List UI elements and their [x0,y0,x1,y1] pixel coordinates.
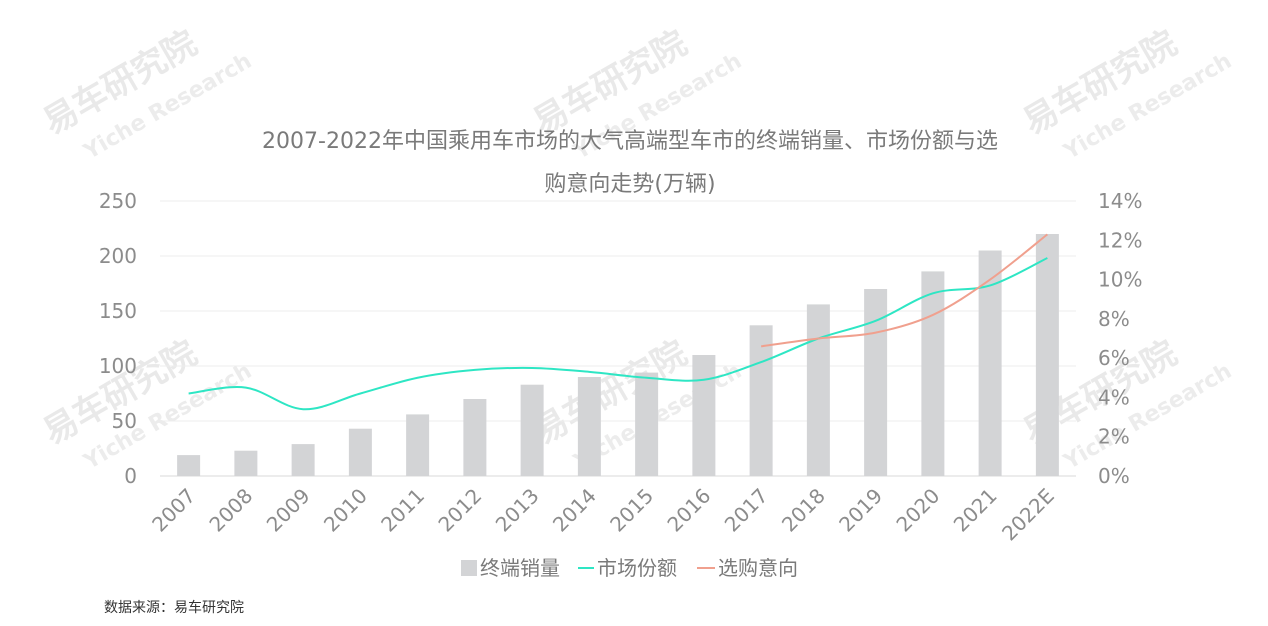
bar [577,377,601,476]
y-right-tick-label: 4% [1098,385,1130,409]
chart-title-line2: 购意向走势(万辆) [544,172,715,197]
line-选购意向 [760,233,1048,348]
bar [406,414,430,476]
x-tick-label: 2020 [891,484,944,537]
x-tick-label: 2011 [376,484,429,537]
bar [749,325,773,476]
line-市场份额 [188,257,1048,411]
line-series [188,233,1048,411]
bar-series [177,234,1059,476]
x-tick-label: 2019 [834,484,887,537]
x-tick-label: 2012 [433,484,486,537]
bar [864,289,888,476]
y-left-tick-label: 50 [112,409,137,433]
bar [177,455,201,476]
x-tick-label: 2015 [605,484,658,537]
x-axis: 2007 2008 2009 2010 2011 2012 2013 2014 2015 2016… [147,484,1059,546]
y-left-tick-label: 0 [124,464,137,488]
y-left-tick-label: 100 [99,354,137,378]
legend-swatch-bar [461,560,477,576]
x-tick-label: 2017 [720,484,773,537]
y-left-tick-label: 200 [99,244,137,268]
y-right-tick-label: 6% [1098,346,1130,370]
bar [1035,234,1059,476]
bar [291,444,315,476]
bar [234,450,258,476]
legend-label: 市场份额 [597,556,677,580]
legend: 终端销量 市场份额 选购意向 [461,556,798,580]
y-right-tick-label: 10% [1098,268,1142,292]
x-tick-label: 2014 [548,484,601,537]
y-right-tick-label: 8% [1098,307,1130,331]
x-tick-label: 2021 [949,484,1002,537]
bar [348,428,372,476]
legend-label: 选购意向 [718,556,798,580]
x-tick-label: 2008 [204,484,257,537]
y-right-tick-label: 14% [1098,189,1142,213]
bar [520,384,544,476]
x-tick-label: 2009 [262,484,315,537]
bar [978,250,1002,476]
y-axis-left: 0 50 100 150 200 250 [99,189,137,488]
bar [635,372,659,476]
bar [921,271,945,476]
y-right-tick-label: 2% [1098,425,1130,449]
x-tick-label: 2010 [319,484,372,537]
y-left-tick-label: 150 [99,299,137,323]
x-tick-label: 2007 [147,484,200,537]
source-note: 数据来源：易车研究院 [104,600,244,616]
x-tick-label: 2018 [777,484,830,537]
chart-title-line1: 2007-2022年中国乘用车市场的大气高端型车市的终端销量、市场份额与选 [262,129,998,154]
x-tick-label: 2022E [997,484,1059,546]
legend-label: 终端销量 [480,556,560,580]
y-right-tick-label: 0% [1098,464,1130,488]
bar [806,304,830,476]
y-right-tick-label: 12% [1098,228,1142,252]
y-left-tick-label: 250 [99,189,137,213]
x-tick-label: 2016 [662,484,715,537]
y-axis-right: 0% 2% 4% 6% 8% 10% 12% 14% [1098,189,1142,488]
bar [463,399,487,476]
x-tick-label: 2013 [491,484,544,537]
bar [692,355,716,476]
